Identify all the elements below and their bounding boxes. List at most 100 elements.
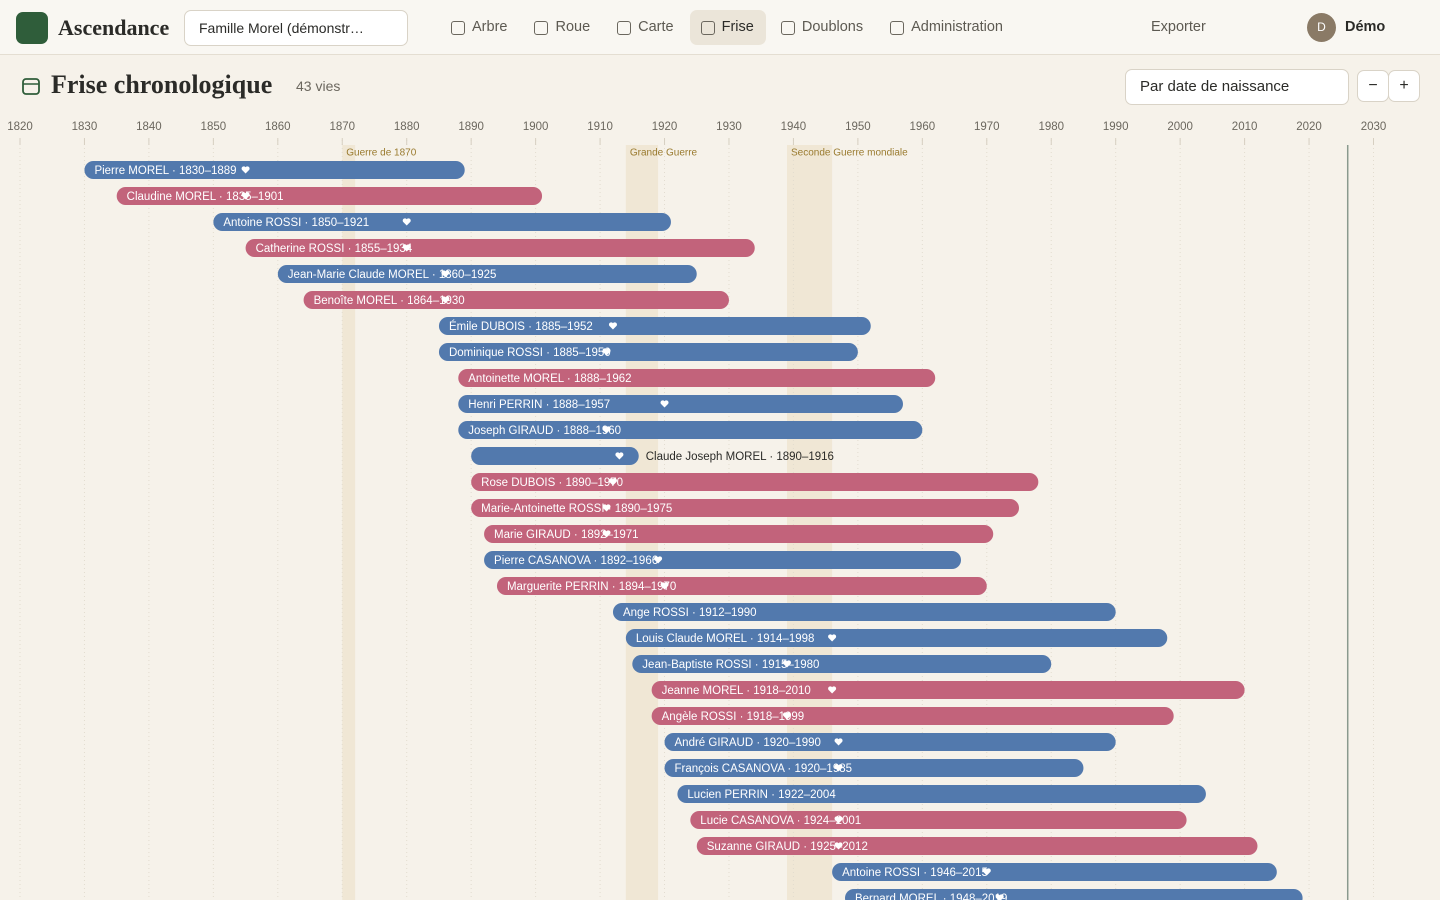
x-tick-label: 1920 — [652, 121, 678, 133]
marriage-heart — [834, 764, 843, 772]
x-tick-label: 1900 — [523, 121, 549, 133]
person-label: Benoîte MOREL · 1864–1930 — [314, 295, 465, 307]
life-bar — [213, 213, 671, 231]
x-tick-label: 1830 — [72, 121, 98, 133]
life-bar — [690, 811, 1187, 829]
person-label: Claude Joseph MOREL · 1890–1916 — [646, 451, 834, 463]
marriage-heart — [602, 504, 611, 512]
nav-item[interactable]: Carte — [606, 10, 685, 45]
era-label: Guerre de 1870 — [346, 148, 416, 159]
zoom-out[interactable]: − — [1357, 70, 1389, 102]
marriage-heart — [995, 894, 1004, 900]
person-label: Marguerite PERRIN · 1894–1970 — [507, 581, 676, 593]
app-name[interactable]: Ascendance — [58, 15, 170, 40]
person-label: Antoinette MOREL · 1888–1962 — [468, 373, 631, 385]
marriage-heart — [608, 478, 617, 486]
life-bar — [438, 343, 858, 361]
person-label: Catherine ROSSI · 1855–1934 — [256, 243, 413, 255]
marriage-heart — [441, 270, 450, 278]
life-bar — [471, 473, 1039, 491]
era-label: Seconde Guerre mondiale — [791, 148, 908, 159]
zoom-in[interactable]: + — [1388, 70, 1420, 102]
life-bar — [677, 785, 1206, 803]
x-tick-label: 1860 — [265, 121, 291, 133]
person-label: Marie GIRAUD · 1892–1971 — [494, 529, 638, 541]
x-tick-label: 1880 — [394, 121, 420, 133]
person-label: Antoine ROSSI · 1850–1921 — [223, 217, 369, 229]
marriage-heart — [660, 582, 669, 590]
person-label: Jeanne MOREL · 1918–2010 — [662, 685, 811, 697]
life-bar — [651, 681, 1245, 699]
life-bar — [696, 837, 1258, 855]
life-bar — [832, 863, 1277, 881]
life-bar — [612, 603, 1116, 621]
life-bar — [458, 369, 936, 387]
x-tick-label: 1870 — [329, 121, 355, 133]
marriage-heart — [782, 660, 791, 668]
person-label: Suzanne GIRAUD · 1925–2012 — [707, 841, 868, 853]
x-tick-label: 1990 — [1103, 121, 1129, 133]
marriage-heart — [834, 816, 843, 824]
marriage-heart — [782, 712, 791, 720]
logo[interactable] — [16, 12, 48, 44]
person-label: Dominique ROSSI · 1885–1950 — [449, 347, 611, 359]
life-bar — [458, 421, 923, 439]
nav-item[interactable]: Frise — [689, 10, 766, 45]
person-label: Louis Claude MOREL · 1914–1998 — [636, 633, 815, 645]
page-title: Frise chronologique — [51, 70, 273, 99]
life-bar — [664, 759, 1084, 777]
marriage-heart — [402, 244, 411, 252]
marriage-heart — [241, 166, 250, 174]
marriage-heart — [982, 868, 991, 876]
life-bar — [471, 447, 639, 465]
life-bar — [625, 629, 1168, 647]
nav-item[interactable]: Roue — [523, 10, 602, 45]
x-tick-label: 1980 — [1038, 121, 1064, 133]
person-label: Ange ROSSI · 1912–1990 — [623, 607, 757, 619]
marriage-heart — [608, 322, 617, 330]
life-bar — [116, 187, 543, 205]
person-label: Marie-Antoinette ROSSI · 1890–1975 — [481, 503, 672, 515]
person-label: Rose DUBOIS · 1890–1970 — [481, 477, 623, 489]
life-bar — [632, 655, 1052, 673]
person-label: Bernard MOREL · 1948–2019 — [855, 893, 1007, 900]
life-bar — [664, 733, 1116, 751]
life-bar — [438, 317, 871, 335]
life-bar — [303, 291, 729, 309]
person-label: Lucien PERRIN · 1922–2004 — [687, 789, 836, 801]
person-label: Pierre CASANOVA · 1892–1966 — [494, 555, 658, 567]
life-bar — [484, 525, 994, 543]
person-label: François CASANOVA · 1920–1985 — [675, 763, 853, 775]
nav: Arbre Roue Carte Frise Doublons Administratio… — [440, 10, 1015, 45]
timeline: 1820 1830 1840 1850 1860 1870 1880 1890 1900 1910… — [7, 121, 1387, 900]
avatar[interactable]: D — [1307, 13, 1336, 42]
x-tick-label: 2010 — [1232, 121, 1258, 133]
marriage-heart — [828, 686, 837, 694]
nav-item[interactable]: Administration — [879, 10, 1015, 45]
x-tick-label: 2020 — [1296, 121, 1322, 133]
x-tick-label: 1940 — [781, 121, 807, 133]
marriage-heart — [402, 218, 411, 226]
sort-select[interactable]: Par date de naissance — [1125, 69, 1349, 105]
era-label: Grande Guerre — [630, 148, 698, 159]
nav-item[interactable]: Arbre — [440, 10, 519, 45]
person-label: Joseph GIRAUD · 1888–1960 — [468, 425, 621, 437]
user-name[interactable]: Démo — [1345, 19, 1386, 35]
life-bar — [484, 551, 962, 569]
x-tick-label: 1970 — [974, 121, 1000, 133]
person-label: André GIRAUD · 1920–1990 — [675, 737, 821, 749]
person-label: Pierre MOREL · 1830–1889 — [94, 165, 236, 177]
person-label: Claudine MOREL · 1835–1901 — [127, 191, 284, 203]
x-tick-label: 2030 — [1361, 121, 1387, 133]
export-button[interactable]: Exporter — [1151, 19, 1206, 35]
nav-item[interactable]: Doublons — [770, 10, 875, 45]
life-bar — [471, 499, 1020, 517]
life-bar — [651, 707, 1174, 725]
marriage-heart — [602, 426, 611, 434]
life-bar — [458, 395, 903, 413]
person-label: Lucie CASANOVA · 1924–2001 — [700, 815, 861, 827]
marriage-heart — [654, 556, 663, 564]
family-select[interactable]: Famille Morel (démonstr… — [184, 10, 408, 46]
marriage-heart — [828, 634, 837, 642]
